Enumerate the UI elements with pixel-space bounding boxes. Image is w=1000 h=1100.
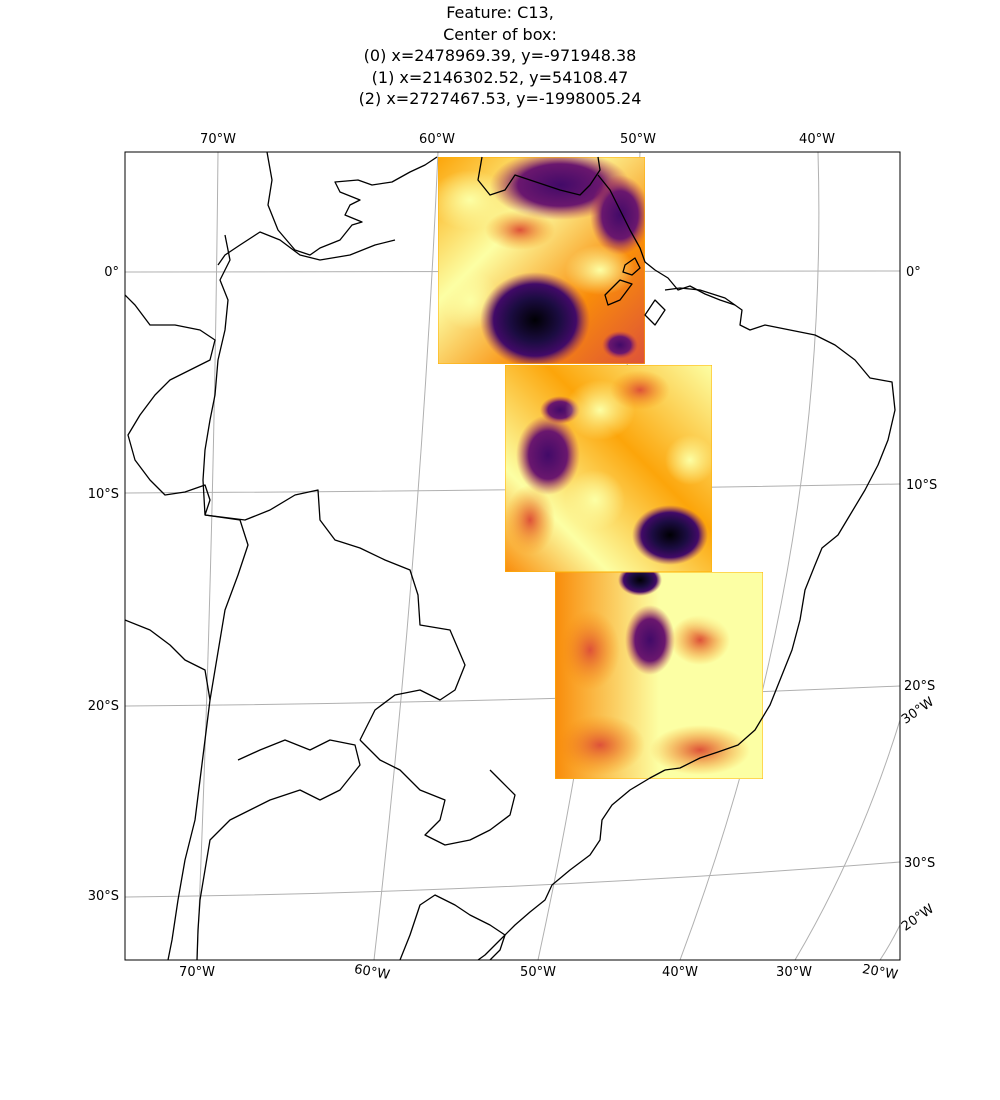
amazon-delta	[604, 257, 666, 326]
border-brazil-bolivia	[204, 489, 466, 741]
map-frame	[124, 151, 901, 961]
title-line-box-0: (0) x=2478969.39, y=-971948.38	[363, 46, 637, 65]
coastline-north	[266, 152, 438, 256]
satellite-box-1	[505, 365, 712, 572]
left-labels: 0° 10°S 20°S 30°S	[88, 265, 119, 904]
coastline-guianas	[477, 156, 601, 196]
meridian-30w	[794, 719, 900, 960]
coastline-west	[125, 294, 216, 516]
top-label-40w: 40°W	[799, 132, 835, 147]
top-label-70w: 70°W	[200, 132, 236, 147]
bottom-label-40w: 40°W	[662, 965, 698, 980]
meridian-60w	[373, 152, 439, 960]
right-label-20w: 20°W	[899, 902, 937, 935]
title-line-center-heading: Center of box:	[443, 24, 557, 44]
coastline-pacific-south	[125, 619, 211, 960]
coastline-northeast	[664, 287, 896, 771]
meridian-20w	[879, 924, 900, 960]
left-label-30s: 30°S	[88, 889, 119, 904]
right-label-20s: 20°S	[904, 679, 935, 694]
bottom-label-50w: 50°W	[520, 965, 556, 980]
left-label-10s: 10°S	[88, 487, 119, 502]
bottom-label-60w: 60°W	[353, 962, 391, 983]
right-labels: 0° 10°S 20°S 30°W 30°S 20°W	[899, 265, 937, 935]
border-colombia-peru	[202, 234, 249, 701]
title-line-box-1: (1) x=2146302.52, y=54108.47	[371, 67, 629, 87]
bottom-labels: 70°W 60°W 50°W 40°W 30°W 20°W	[179, 962, 899, 983]
coastlines	[125, 152, 896, 960]
bottom-label-70w: 70°W	[179, 965, 215, 980]
top-label-60w: 60°W	[419, 132, 455, 147]
title-line-box-2: (2) x=2727467.53, y=-1998005.24	[358, 89, 642, 108]
map-title: Feature: C13, Center of box: (0) x=24789…	[0, 2, 1000, 110]
left-label-0: 0°	[104, 265, 119, 280]
satellite-box-0	[438, 157, 645, 364]
right-label-0: 0°	[906, 265, 921, 280]
top-label-50w: 50°W	[620, 132, 656, 147]
border-paraguay-argentina	[359, 739, 516, 846]
parallel-30s	[125, 861, 900, 898]
title-line-feature: Feature: C13,	[446, 3, 554, 22]
coastline-french-guiana	[597, 174, 736, 306]
bottom-label-30w: 30°W	[776, 965, 812, 980]
border-argentina-chile	[196, 739, 361, 960]
border-venezuela	[217, 231, 396, 266]
top-labels: 70°W 60°W 50°W 40°W	[200, 132, 835, 147]
left-label-20s: 20°S	[88, 699, 119, 714]
right-label-10s: 10°S	[906, 478, 937, 493]
bottom-label-20w: 20°W	[861, 962, 899, 983]
border-uruguay	[399, 894, 506, 960]
coastline-southeast	[477, 769, 666, 960]
right-label-30s: 30°S	[904, 856, 935, 871]
meridian-70w	[196, 152, 219, 960]
satellite-box-2	[555, 572, 763, 779]
right-label-30w: 30°W	[899, 695, 937, 728]
parallel-20s	[125, 685, 900, 707]
meridian-40w	[679, 152, 820, 960]
